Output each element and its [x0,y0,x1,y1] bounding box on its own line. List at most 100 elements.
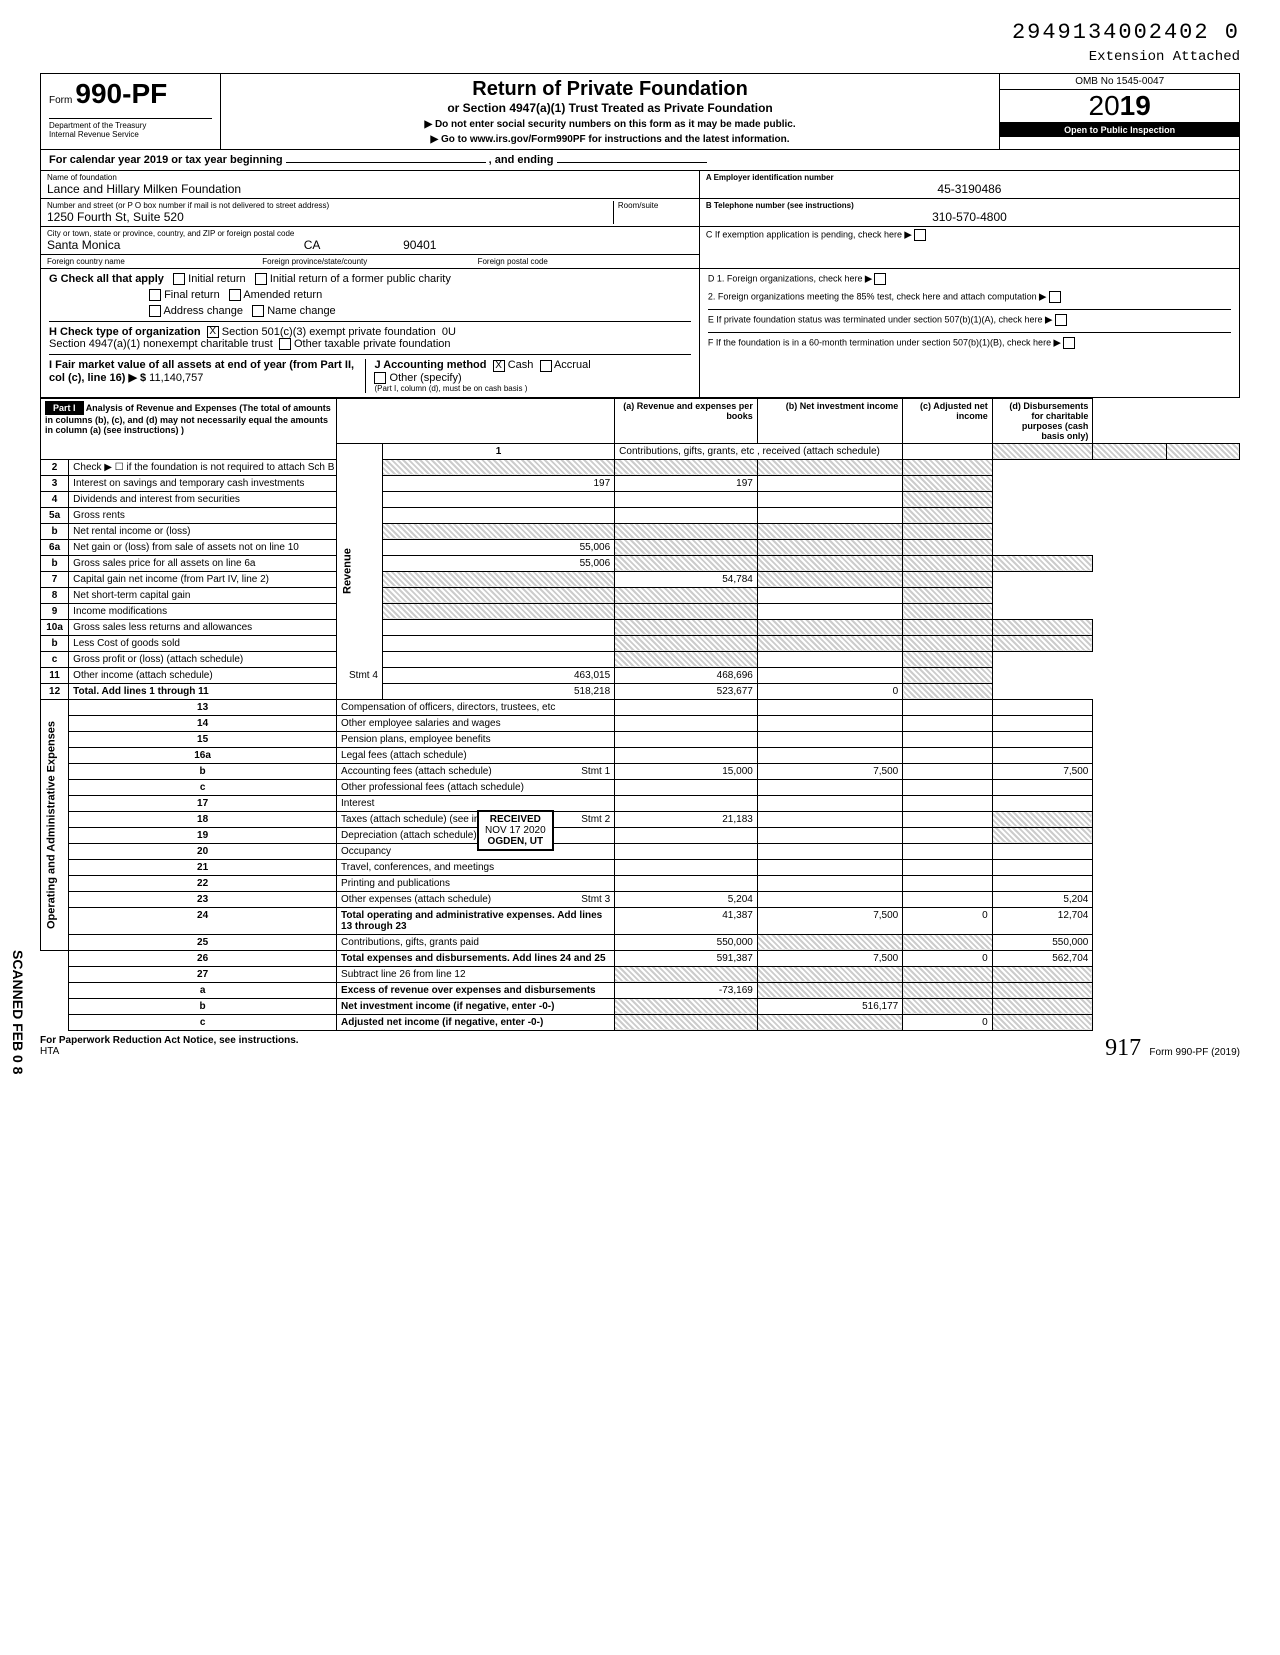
extension-note: Extension Attached [40,49,1240,65]
checkbox-amended[interactable] [229,289,241,301]
row-12: Total. Add lines 1 through 11 [69,683,383,699]
checkbox-accrual[interactable] [540,360,552,372]
row-7: Capital gain net income (from Part IV, l… [69,571,383,587]
checkbox-initial-former[interactable] [255,273,267,285]
r11-b: 468,696 [615,667,758,683]
fmv-value: 11,140,757 [149,372,203,384]
row-23: Other expenses (attach schedule) [341,894,491,905]
other-method: Other (specify) [390,372,462,384]
ein-value: 45-3190486 [706,182,1233,196]
received-title: RECEIVED [485,814,546,825]
r6a-a: 55,006 [382,539,614,555]
section-h-label: H Check type of organization [49,326,201,338]
row-26: Total expenses and disbursements. Add li… [337,950,615,966]
row-27b: Net investment income (if negative, ente… [337,998,615,1014]
row-6b: Gross sales price for all assets on line… [69,555,337,571]
checkbox-other-method[interactable] [374,372,386,384]
r16b-b: 7,500 [757,763,902,779]
checkbox-initial[interactable] [173,273,185,285]
cash-label: Cash [508,359,534,371]
row-24: Total operating and administrative expen… [337,907,615,934]
row-10a: Gross sales less returns and allowances [69,619,337,635]
checkbox-c[interactable] [914,229,926,241]
r12-c: 0 [757,683,902,699]
final-return: Final return [164,289,220,301]
checkbox-d2[interactable] [1049,291,1061,303]
row-19: Depreciation (attach schedule) and deple… [337,827,615,843]
expenses-label: Operating and Administrative Expenses [41,699,69,950]
and-ending: , and ending [489,154,554,166]
row-14: Other employee salaries and wages [337,715,615,731]
checkbox-final[interactable] [149,289,161,301]
row-6a: Net gain or (loss) from sale of assets n… [69,539,383,555]
r12-b: 523,677 [615,683,758,699]
r24-c: 0 [903,907,992,934]
initial-former: Initial return of a former public charit… [270,273,451,285]
row-27c: Adjusted net income (if negative, enter … [337,1014,615,1030]
opt-4947: Section 4947(a)(1) nonexempt charitable … [49,338,273,350]
notice-2: Go to www.irs.gov/Form990PF for instruct… [441,134,790,145]
r27c-c: 0 [903,1014,992,1030]
row-9: Income modifications [69,603,383,619]
zip-value: 90401 [403,238,436,252]
checkbox-501c3[interactable]: X [207,326,219,338]
checkbox-f[interactable] [1063,337,1075,349]
r27b-b: 516,177 [757,998,902,1014]
r11-a: 463,015 [382,667,614,683]
r3-a: 197 [382,475,614,491]
r16b-d: 7,500 [992,763,1093,779]
checkbox-name[interactable] [252,305,264,317]
checkbox-address[interactable] [149,305,161,317]
part1-table: Part I Analysis of Revenue and Expenses … [40,398,1240,1031]
cash-note: (Part I, column (d), must be on cash bas… [374,384,690,393]
row-22: Printing and publications [337,875,615,891]
section-j-label: J Accounting method [374,359,486,371]
opt-501c3: Section 501(c)(3) exempt private foundat… [222,326,436,338]
r24-b: 7,500 [757,907,902,934]
phone-label: B Telephone number (see instructions) [706,201,1233,210]
r26-d: 562,704 [992,950,1093,966]
scanned-stamp: SCANNED FEB 0 8 [10,950,26,1074]
checkbox-cash[interactable]: X [493,360,505,372]
row-20: Occupancy [337,843,615,859]
r18-stmt: Stmt 2 [581,814,610,825]
name-change: Name change [267,305,336,317]
r24-d: 12,704 [992,907,1093,934]
foundation-name: Lance and Hillary Milken Foundation [47,182,693,196]
row-2: Check ▶ ☐ if the foundation is not requi… [69,459,383,475]
row-27a: Excess of revenue over expenses and disb… [337,982,615,998]
checkbox-e[interactable] [1055,314,1067,326]
row-3: Interest on savings and temporary cash i… [69,475,383,491]
dept-label: Department of the Treasury [49,121,212,130]
row-25: Contributions, gifts, grants paid [337,934,615,950]
row-5b: Net rental income or (loss) [69,523,383,539]
section-g-label: G Check all that apply [49,273,164,285]
irs-label: Internal Revenue Service [49,130,212,139]
room-label: Room/suite [618,201,693,210]
row-10c: Gross profit or (loss) (attach schedule) [69,651,383,667]
checkbox-d1[interactable] [874,273,886,285]
name-label: Name of foundation [47,173,693,182]
foreign-province-label: Foreign province/state/county [262,257,477,266]
form-header: Form 990-PF Department of the Treasury I… [40,73,1240,150]
row-27: Subtract line 26 from line 12 [337,966,615,982]
r12-a: 518,218 [382,683,614,699]
r26-c: 0 [903,950,992,966]
inspection-label: Open to Public Inspection [1000,123,1239,137]
row-15: Pension plans, employee benefits [337,731,615,747]
r25-a: 550,000 [615,934,758,950]
amended-return: Amended return [243,289,322,301]
row-17: Interest [337,795,615,811]
r26-a: 591,387 [615,950,758,966]
form-title: Return of Private Foundation [225,78,996,101]
r3-b: 197 [615,475,758,491]
r23-d: 5,204 [992,891,1093,907]
notice-1: Do not enter social security numbers on … [435,119,796,130]
r16b-stmt: Stmt 1 [581,766,610,777]
form-number: 990-PF [75,78,167,109]
initial-return: Initial return [188,273,245,285]
footer-hta: HTA [40,1046,59,1057]
checkbox-other-taxable[interactable] [279,338,291,350]
section-d2: 2. Foreign organizations meeting the 85%… [708,291,1037,301]
r26-b: 7,500 [757,950,902,966]
